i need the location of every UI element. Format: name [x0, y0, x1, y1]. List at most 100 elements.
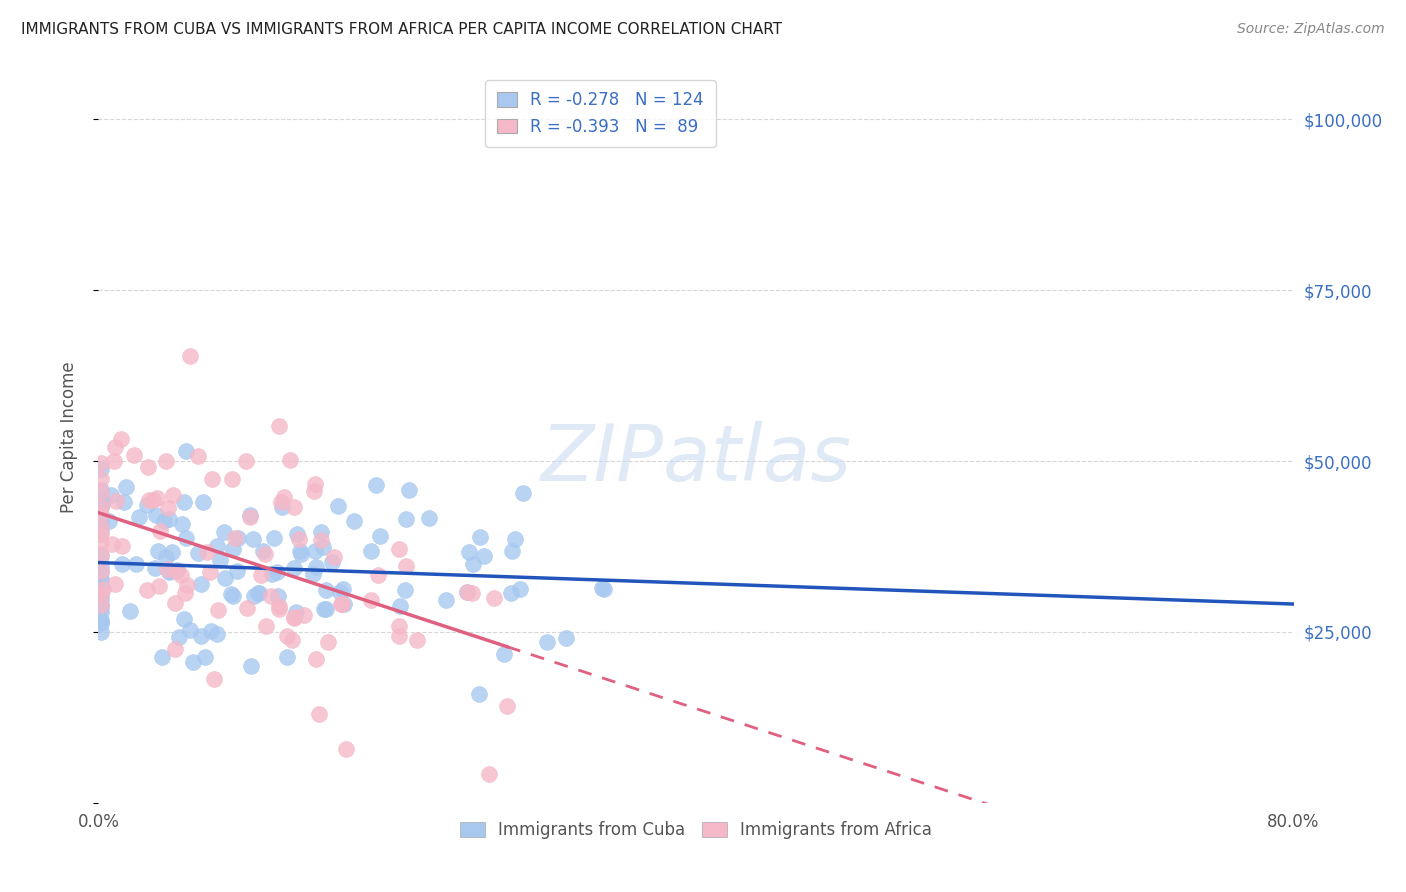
- Point: [283, 500, 305, 515]
- Point: [90, 566, 112, 580]
- Point: [128, 510, 150, 524]
- Point: [330, 598, 353, 612]
- Point: [253, 547, 276, 561]
- Point: [302, 484, 325, 499]
- Y-axis label: Per Capita Income: Per Capita Income: [59, 361, 77, 513]
- Point: [267, 589, 290, 603]
- Point: [290, 547, 312, 561]
- Point: [226, 532, 249, 546]
- Point: [207, 539, 229, 553]
- Point: [398, 483, 420, 497]
- Point: [100, 488, 122, 502]
- Point: [267, 599, 290, 614]
- Point: [207, 602, 229, 616]
- Point: [461, 586, 484, 600]
- Point: [219, 587, 242, 601]
- Point: [90, 564, 112, 578]
- Point: [434, 593, 457, 607]
- Point: [90, 587, 112, 601]
- Point: [242, 533, 264, 547]
- Point: [388, 629, 411, 643]
- Point: [273, 490, 295, 504]
- Point: [482, 591, 505, 605]
- Point: [270, 494, 292, 508]
- Legend: Immigrants from Cuba, Immigrants from Africa: Immigrants from Cuba, Immigrants from Af…: [453, 814, 939, 846]
- Point: [90, 547, 112, 561]
- Point: [169, 568, 191, 582]
- Point: [367, 568, 389, 582]
- Point: [90, 520, 112, 534]
- Point: [90, 526, 112, 541]
- Point: [472, 549, 495, 563]
- Point: [222, 589, 245, 603]
- Point: [591, 581, 613, 595]
- Point: [120, 604, 142, 618]
- Point: [124, 448, 146, 462]
- Point: [304, 476, 326, 491]
- Point: [332, 582, 354, 597]
- Point: [167, 630, 190, 644]
- Point: [90, 559, 112, 574]
- Point: [150, 649, 173, 664]
- Point: [90, 615, 112, 630]
- Point: [91, 494, 114, 508]
- Point: [90, 485, 112, 500]
- Point: [176, 443, 198, 458]
- Point: [308, 707, 330, 722]
- Point: [271, 500, 294, 514]
- Point: [301, 566, 323, 581]
- Point: [456, 585, 478, 599]
- Point: [194, 650, 217, 665]
- Point: [209, 553, 232, 567]
- Point: [157, 512, 180, 526]
- Point: [149, 524, 172, 538]
- Point: [394, 582, 416, 597]
- Point: [104, 577, 127, 591]
- Point: [512, 485, 534, 500]
- Point: [333, 597, 356, 611]
- Point: [198, 565, 221, 579]
- Point: [343, 515, 366, 529]
- Point: [110, 432, 132, 446]
- Point: [200, 624, 222, 639]
- Point: [503, 532, 526, 546]
- Point: [90, 549, 112, 563]
- Point: [461, 557, 484, 571]
- Point: [111, 539, 134, 553]
- Point: [276, 650, 298, 665]
- Point: [162, 487, 184, 501]
- Point: [312, 602, 335, 616]
- Point: [90, 581, 112, 595]
- Point: [90, 515, 112, 529]
- Point: [103, 454, 125, 468]
- Point: [202, 673, 225, 687]
- Point: [225, 564, 247, 578]
- Point: [335, 741, 357, 756]
- Point: [283, 611, 305, 625]
- Point: [101, 537, 124, 551]
- Point: [166, 563, 188, 577]
- Point: [468, 687, 491, 701]
- Point: [239, 509, 262, 524]
- Point: [388, 541, 411, 556]
- Point: [456, 585, 478, 599]
- Point: [90, 587, 112, 601]
- Point: [494, 647, 516, 661]
- Point: [395, 559, 418, 574]
- Point: [153, 514, 176, 528]
- Point: [252, 544, 274, 558]
- Point: [157, 565, 180, 579]
- Point: [212, 524, 235, 539]
- Point: [173, 495, 195, 509]
- Point: [146, 544, 169, 558]
- Point: [159, 564, 181, 578]
- Point: [138, 493, 160, 508]
- Point: [312, 540, 335, 554]
- Point: [305, 652, 328, 666]
- Point: [288, 543, 311, 558]
- Point: [135, 582, 157, 597]
- Point: [155, 549, 177, 564]
- Point: [181, 656, 204, 670]
- Point: [179, 623, 201, 637]
- Point: [174, 586, 197, 600]
